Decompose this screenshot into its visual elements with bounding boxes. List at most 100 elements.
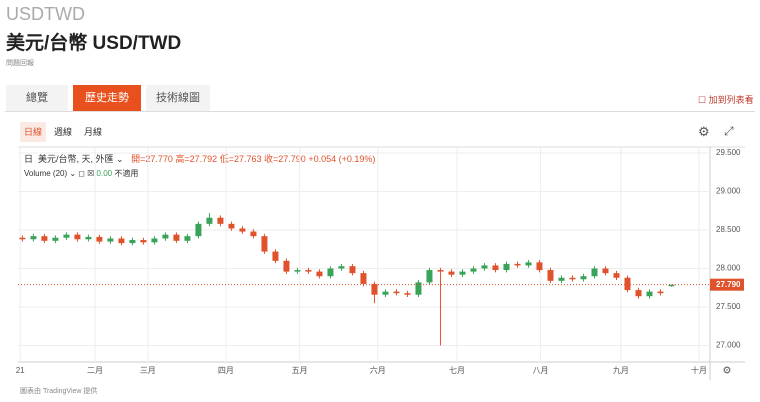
- y-tick-label: 27.000: [716, 341, 741, 350]
- candle-body: [481, 265, 488, 269]
- candle-body: [261, 236, 268, 252]
- candle-body: [118, 238, 125, 244]
- y-tick-label: 27.500: [716, 302, 741, 311]
- candle-body: [602, 268, 609, 274]
- candle-body: [316, 271, 323, 277]
- candle-body: [30, 236, 37, 240]
- y-tick-label: 29.500: [716, 148, 741, 157]
- legend-change: +0.054 (+0.19%): [308, 154, 376, 164]
- candle-body: [492, 265, 499, 271]
- volume-na: 不適用: [114, 169, 139, 178]
- toolbar-btn-active[interactable]: 日線: [20, 122, 46, 142]
- legend-symbol: 美元/台幣, 天, 外匯: [38, 154, 114, 164]
- candle-body: [580, 276, 587, 280]
- candle-body: [272, 251, 279, 261]
- candle-body: [283, 260, 290, 272]
- candle-body: [349, 266, 356, 274]
- volume-value: 0.00: [96, 169, 113, 178]
- footer: 圖表由 TradingView 提供: [20, 388, 98, 395]
- volume-legend: Volume (20) ⌄ ◻ ☒ 0.00 不適用: [24, 169, 139, 178]
- candle-body: [140, 240, 147, 243]
- candle-body: [470, 268, 477, 272]
- x-tick-label: 六月: [370, 365, 386, 375]
- last-price-label: 27.790: [716, 280, 741, 289]
- candle-body: [338, 266, 345, 269]
- x-tick-label: 三月: [140, 366, 156, 375]
- toolbar-btn[interactable]: 週線: [54, 127, 73, 137]
- candle-body: [19, 237, 26, 240]
- candle-body: [558, 277, 565, 281]
- candle-body: [503, 263, 510, 271]
- candle-body: [41, 236, 48, 241]
- candle-body: [327, 268, 334, 277]
- candle-body: [668, 284, 675, 287]
- divider: [5, 111, 755, 112]
- x-tick-label: 五月: [292, 366, 308, 375]
- toolbar-btn[interactable]: 月線: [84, 127, 103, 137]
- y-tick-label: 29.000: [716, 187, 741, 196]
- x-tick-label: 四月: [218, 366, 234, 375]
- legend-line: 日 美元/台幣, 天, 外匯 ⌄ 開=27.770 高=27.792 低=27.…: [24, 154, 376, 164]
- candle-body: [74, 234, 81, 240]
- candle-body: [525, 262, 532, 266]
- page-title: 美元/台幣 USD/TWD: [6, 33, 182, 54]
- legend-close: 收=27.790: [264, 154, 306, 164]
- candle-body: [448, 271, 455, 275]
- tab[interactable]: 總覽: [6, 85, 68, 111]
- candle-body: [371, 283, 378, 295]
- volume-label: Volume (20): [24, 169, 68, 178]
- tab-active[interactable]: 歷史走勢: [73, 85, 141, 111]
- candle-body: [635, 290, 642, 297]
- axis-settings[interactable]: ⚙: [723, 366, 732, 377]
- candle-body: [404, 293, 411, 295]
- candle-body: [173, 234, 180, 241]
- candle-body: [129, 240, 136, 244]
- candle-body: [514, 263, 521, 266]
- tab[interactable]: 技術線圖: [146, 85, 210, 111]
- candle-body: [96, 236, 103, 242]
- x-tick-label: 九月: [613, 366, 629, 375]
- report-link[interactable]: 問題回報: [6, 60, 34, 67]
- candle-body: [657, 291, 664, 294]
- legend-low: 低=27.763: [219, 154, 262, 164]
- candle-body: [536, 262, 543, 271]
- legend-interval: 日: [24, 154, 34, 164]
- candle-body: [646, 291, 653, 297]
- candle-body: [360, 273, 367, 284]
- symbol: USDTWD: [6, 4, 85, 24]
- fullscreen-icon[interactable]: ⤢: [724, 124, 734, 138]
- add-to-list-text: 加到列表看: [708, 95, 754, 105]
- x-tick-label: 七月: [449, 366, 465, 375]
- y-tick-label: 28.000: [716, 264, 741, 273]
- candle-body: [63, 234, 70, 238]
- candle-body: [151, 238, 158, 243]
- candle-body: [184, 236, 191, 241]
- x-tick-label: 二月: [87, 366, 103, 375]
- candle-body: [393, 291, 400, 294]
- candle-body: [426, 270, 433, 283]
- y-tick-label: 28.500: [716, 225, 741, 234]
- candle-body: [206, 217, 213, 224]
- legend-open: 開=27.770: [131, 154, 173, 164]
- candle-body: [613, 273, 620, 278]
- x-tick-label: 八月: [533, 366, 549, 375]
- legend-high: 高=27.792: [175, 154, 218, 164]
- candle-body: [624, 277, 631, 291]
- candle-body: [591, 268, 598, 277]
- last-price-box: [710, 278, 744, 291]
- settings-icon[interactable]: ⚙: [698, 124, 710, 139]
- candle-body: [250, 231, 257, 237]
- candle-body: [294, 270, 301, 272]
- add-to-list[interactable]: ☐ 加到列表看: [698, 95, 754, 105]
- candle-body: [162, 234, 169, 239]
- candle-body: [85, 236, 92, 240]
- candle-body: [52, 237, 59, 241]
- candle-body: [437, 270, 444, 272]
- candle-body: [195, 223, 202, 237]
- candle-body: [107, 238, 114, 242]
- candle-body: [382, 291, 389, 295]
- x-tick-label: 十月: [691, 365, 707, 375]
- candle-body: [459, 271, 466, 275]
